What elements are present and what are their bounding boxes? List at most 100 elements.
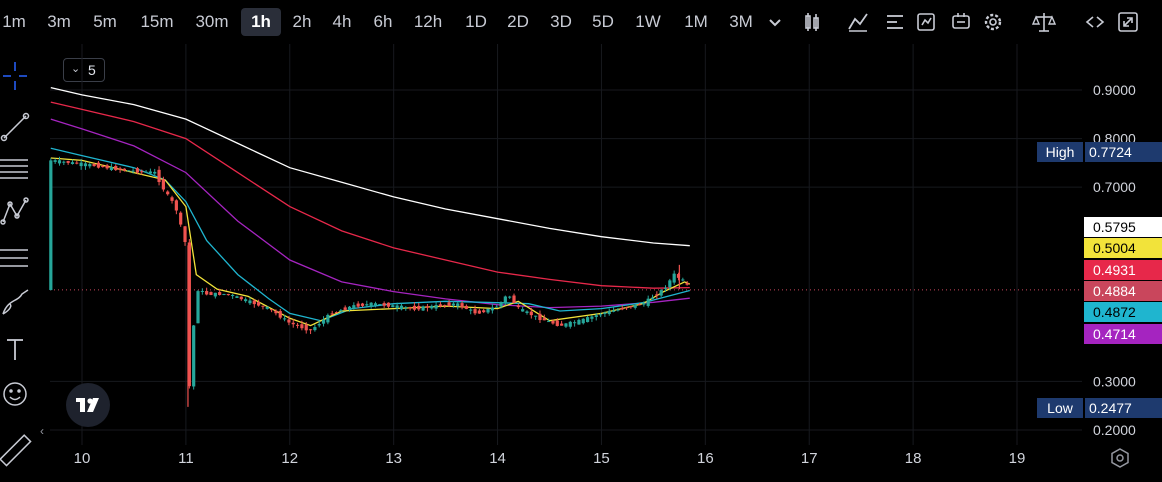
horizontal-lines-icon[interactable] [0, 159, 28, 179]
candle-body [183, 226, 187, 243]
high-badge: High 0.7724 [1037, 142, 1162, 162]
candle-body [66, 161, 70, 163]
timeframe-1h[interactable]: 1h [241, 8, 281, 36]
ma-cyan-badge: 0.4872 [1084, 302, 1162, 322]
x-tick-label: 12 [281, 450, 298, 467]
trend-line-icon[interactable] [0, 112, 30, 142]
brush-icon[interactable] [2, 289, 29, 315]
candle-body [525, 311, 529, 313]
fib-icon[interactable] [0, 249, 28, 267]
candle-body [642, 303, 646, 305]
candle-body [109, 167, 114, 171]
ma-cyan-line [50, 147, 690, 322]
ma-purple-line [50, 118, 690, 309]
candle-body [646, 298, 650, 306]
ruler-icon[interactable] [0, 434, 32, 467]
candle-body [573, 322, 577, 324]
candle-body [330, 313, 334, 315]
candle-body [282, 318, 287, 320]
timeframe-1W[interactable]: 1W [635, 12, 661, 31]
candle-body [590, 316, 594, 319]
pattern-icon[interactable] [0, 197, 29, 225]
high-badge-label: High [1037, 142, 1083, 162]
candle-body [321, 319, 326, 324]
candle-body [274, 310, 278, 314]
replay-icon[interactable] [914, 10, 938, 34]
timeframe-1D[interactable]: 1D [465, 12, 487, 31]
candle-body [157, 169, 161, 183]
emoji-icon[interactable] [3, 382, 27, 406]
candle-body [79, 162, 83, 167]
candle-body [538, 313, 542, 321]
candle-body [166, 191, 170, 195]
candle-body [269, 309, 274, 311]
timeframe-1m[interactable]: 1m [2, 12, 26, 31]
candle-body [261, 305, 265, 307]
fullscreen-icon[interactable] [1116, 10, 1140, 34]
candle-body [218, 292, 222, 295]
candle-body [534, 315, 538, 317]
timeframe-3D[interactable]: 3D [550, 12, 572, 31]
candle-body [352, 305, 356, 309]
text-icon[interactable] [7, 339, 23, 360]
timeframe-2D[interactable]: 2D [507, 12, 529, 31]
timeframe-1M[interactable]: 1M [684, 12, 708, 31]
timeframe-15m[interactable]: 15m [140, 12, 174, 31]
candle-body [477, 310, 481, 314]
candle-body [585, 317, 590, 323]
ma-red-line [50, 101, 690, 289]
candle-body [174, 200, 178, 211]
list-icon[interactable] [883, 10, 907, 34]
candle-body [555, 320, 559, 326]
candle-body [460, 303, 464, 308]
timeframe-4h[interactable]: 4h [332, 12, 352, 31]
candle-body [568, 321, 572, 327]
alert-icon[interactable] [949, 10, 973, 34]
candle-body [339, 310, 343, 312]
candle-body [140, 171, 144, 173]
undo-redo-icon[interactable] [1083, 10, 1107, 34]
timeframe-5D[interactable]: 5D [592, 12, 614, 31]
candle-body [365, 304, 369, 306]
candle-body [676, 274, 681, 278]
timeframe-30m[interactable]: 30m [195, 12, 229, 31]
candle-body [447, 302, 451, 306]
candle-body [685, 283, 689, 285]
timeframe-3m[interactable]: 3m [47, 12, 71, 31]
settings-icon[interactable] [981, 10, 1005, 34]
candle-body [633, 304, 637, 308]
candle-body [57, 160, 62, 164]
compare-icon[interactable] [1031, 10, 1057, 34]
candle-body [659, 290, 663, 296]
candle-body [161, 179, 165, 190]
y-tick-label: 0.9000 [1093, 82, 1136, 98]
candle-body [235, 296, 239, 298]
candle-body [486, 308, 490, 313]
candle-body [114, 166, 118, 171]
collapse-toolbar-icon[interactable]: ‹ [40, 424, 44, 438]
candle-body [196, 291, 200, 324]
candle-body [118, 168, 122, 170]
candle-body [88, 164, 92, 167]
timeframe-6h[interactable]: 6h [373, 12, 393, 31]
timeframe-2h[interactable]: 2h [292, 12, 312, 31]
ma-yellow-badge: 0.5004 [1084, 238, 1162, 258]
candle-body [399, 305, 404, 310]
timeframe-12h[interactable]: 12h [413, 12, 443, 31]
timeframe-5m[interactable]: 5m [93, 12, 117, 31]
candle-body [629, 306, 633, 308]
candles-icon[interactable] [800, 10, 824, 34]
chevron-down-icon[interactable] [763, 10, 787, 34]
candle-body [404, 307, 408, 309]
last-price-badge: 0.4884 [1084, 281, 1162, 301]
crosshair-icon[interactable] [3, 62, 27, 90]
indicators-icon[interactable] [846, 10, 870, 34]
candle-body [101, 165, 105, 168]
candle-body [547, 321, 551, 323]
period-selector[interactable]: ⌄ 5 [63, 58, 105, 82]
candle-body [395, 305, 399, 309]
period-value: 5 [88, 62, 96, 78]
timeframe-3M[interactable]: 3M [729, 12, 753, 31]
chart-settings-icon[interactable] [1108, 446, 1132, 470]
